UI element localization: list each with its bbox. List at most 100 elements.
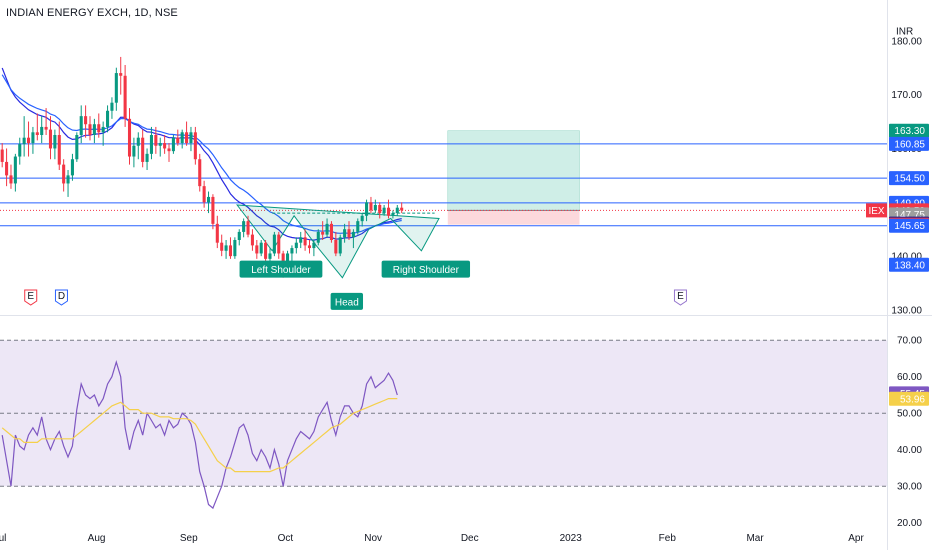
candle-body-75 bbox=[329, 223, 333, 240]
candle-body-50 bbox=[220, 242, 224, 251]
time-tick-7: Feb bbox=[659, 533, 677, 544]
candle-body-13 bbox=[57, 135, 61, 165]
candle-body-7 bbox=[31, 132, 35, 144]
time-tick-4: Nov bbox=[364, 533, 382, 544]
candle-body-79 bbox=[347, 229, 351, 238]
pattern-label-bg-2 bbox=[330, 292, 364, 310]
rsi-ma-line bbox=[1, 398, 398, 473]
candle-body-68 bbox=[299, 237, 303, 243]
price-tick-0: 130.00 bbox=[891, 306, 922, 317]
candle-body-33 bbox=[145, 153, 149, 162]
candle-body-31 bbox=[136, 137, 140, 146]
candle-body-83 bbox=[365, 202, 369, 216]
event-marker-2 bbox=[673, 289, 687, 306]
time-tick-1: Aug bbox=[88, 533, 106, 544]
rsi-tick-4: 60.00 bbox=[897, 372, 922, 383]
time-tick-5: Dec bbox=[461, 533, 479, 544]
ma-fast-line bbox=[1, 67, 402, 241]
candle-body-22 bbox=[97, 124, 101, 133]
price-label-1: 163.30 bbox=[894, 126, 925, 137]
candle-body-43 bbox=[189, 132, 193, 144]
candle-body-29 bbox=[127, 118, 132, 157]
candle-body-4 bbox=[18, 144, 22, 157]
candle-body-37 bbox=[163, 143, 167, 149]
event-marker-label-1: D bbox=[58, 291, 65, 302]
candle-body-82 bbox=[360, 215, 364, 222]
price-label-bg-3 bbox=[889, 171, 929, 186]
chart-title: INDIAN ENERGY EXCH, 1D, NSE bbox=[6, 7, 178, 19]
symbol-tag: IEX bbox=[868, 206, 884, 217]
candle-body-17 bbox=[75, 135, 79, 160]
pattern-label-2: Head bbox=[335, 297, 359, 308]
candle-body-71 bbox=[312, 242, 316, 249]
price-label-bg-9 bbox=[889, 218, 929, 233]
event-marker-1 bbox=[54, 289, 68, 306]
candle-body-69 bbox=[303, 237, 307, 246]
candle-body-61 bbox=[268, 253, 272, 259]
candle-body-54 bbox=[237, 231, 241, 240]
candle-body-8 bbox=[35, 132, 39, 135]
candle-body-73 bbox=[321, 231, 325, 235]
candle-body-18 bbox=[79, 116, 83, 135]
event-marker-0 bbox=[24, 289, 38, 306]
price-tick-1: 140.00 bbox=[891, 252, 922, 263]
price-label-2: 160.85 bbox=[894, 139, 925, 150]
candle-body-23 bbox=[101, 126, 105, 133]
candle-body-56 bbox=[246, 221, 250, 235]
rsi-value-label-1: 53.96 bbox=[900, 394, 925, 405]
rsi-tick-5: 70.00 bbox=[897, 336, 922, 347]
price-tick-4: 170.00 bbox=[891, 90, 922, 101]
candle-body-52 bbox=[228, 245, 233, 257]
time-tick-2: Sep bbox=[180, 533, 198, 544]
pattern-label-0: Left Shoulder bbox=[251, 265, 311, 276]
price-tick-5: 180.00 bbox=[891, 36, 922, 47]
candle-body-62 bbox=[272, 234, 276, 254]
candle-body-81 bbox=[356, 221, 360, 232]
candle-body-57 bbox=[250, 234, 254, 246]
pattern-label-bg-0 bbox=[239, 260, 323, 278]
time-tick-6: 2023 bbox=[560, 533, 583, 544]
candle-body-66 bbox=[290, 248, 294, 254]
candle-body-5 bbox=[22, 137, 26, 145]
candle-body-11 bbox=[48, 129, 53, 149]
candle-body-72 bbox=[316, 231, 320, 243]
candle-body-91 bbox=[400, 207, 404, 211]
event-marker-label-0: E bbox=[27, 291, 34, 302]
rsi-tick-3: 50.00 bbox=[897, 409, 922, 420]
head-shoulders-pattern bbox=[236, 204, 440, 279]
candle-body-28 bbox=[123, 75, 127, 119]
candle-body-39 bbox=[171, 137, 175, 152]
candle-body-0 bbox=[0, 149, 4, 162]
candle-body-21 bbox=[92, 124, 96, 135]
rsi-line bbox=[1, 360, 398, 510]
candle-body-44 bbox=[193, 132, 197, 160]
candle-body-90 bbox=[395, 207, 399, 214]
candle-body-27 bbox=[119, 73, 123, 76]
price-label-3: 154.50 bbox=[894, 174, 925, 185]
candle-body-63 bbox=[277, 234, 281, 254]
candle-body-24 bbox=[106, 110, 110, 127]
candle-body-67 bbox=[294, 242, 298, 249]
candle-body-51 bbox=[224, 245, 228, 251]
candle-body-32 bbox=[141, 137, 145, 162]
candle-body-84 bbox=[369, 202, 373, 211]
candle-body-53 bbox=[233, 240, 237, 257]
candle-body-20 bbox=[88, 124, 92, 135]
candle-body-10 bbox=[44, 126, 48, 130]
candle-body-16 bbox=[70, 159, 74, 176]
candle-body-88 bbox=[386, 207, 391, 216]
candle-body-34 bbox=[149, 135, 153, 154]
pattern-label-bg-1 bbox=[381, 260, 471, 278]
candle-body-77 bbox=[338, 237, 342, 254]
candle-body-55 bbox=[242, 221, 246, 232]
candle-body-48 bbox=[211, 196, 215, 224]
rsi-tick-0: 20.00 bbox=[897, 518, 922, 529]
candle-body-30 bbox=[132, 145, 136, 157]
price-label-bg-2 bbox=[889, 136, 929, 151]
ma-slow-line bbox=[1, 74, 402, 234]
candle-body-86 bbox=[378, 205, 382, 214]
symbol-tag-bg bbox=[866, 203, 887, 218]
candle-body-70 bbox=[307, 245, 312, 249]
price-label-0: INR bbox=[896, 27, 913, 38]
